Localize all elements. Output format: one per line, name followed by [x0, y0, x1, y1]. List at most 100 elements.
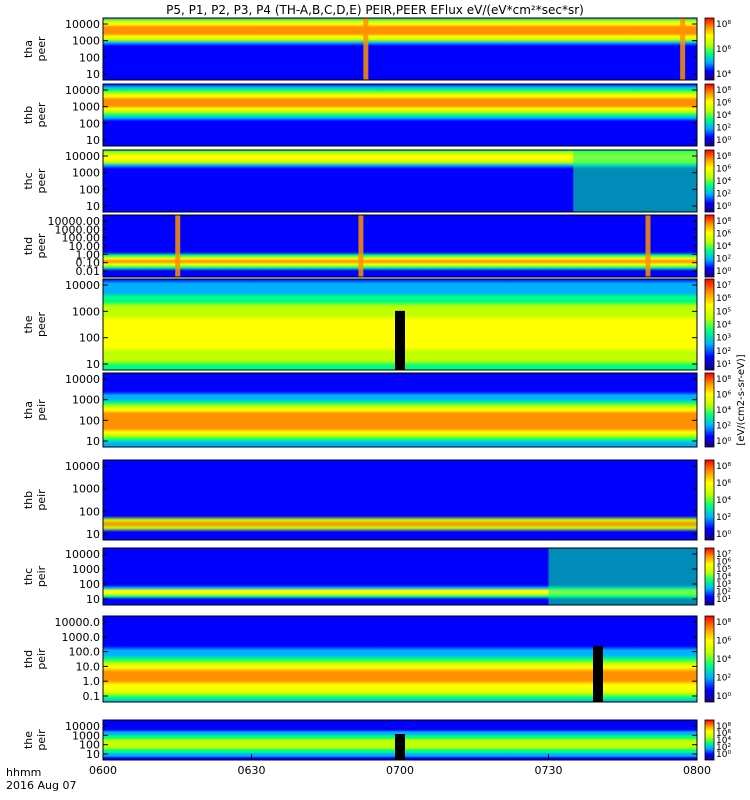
ytick-label-6-0: 10000	[65, 460, 100, 473]
spectrogram-panel-1	[103, 84, 697, 146]
ytick-label-0-0: 10000	[65, 18, 100, 31]
panel-frame-7	[102, 547, 698, 606]
cbar-tick-5-4: 10⁰	[716, 437, 731, 447]
ylabel-line1-8: thd	[22, 650, 35, 668]
cbar-tick-4-2: 10⁵	[716, 307, 731, 317]
ytick-label-0-2: 100	[79, 51, 100, 64]
spike-0-1	[680, 18, 686, 80]
ylabel-line1-4: the	[22, 315, 35, 333]
ytick-label-5-0: 10000	[65, 373, 100, 386]
panel-frame-5	[102, 372, 698, 448]
cbar-tick-7-2: 10⁵	[716, 565, 731, 575]
ytick-label-8-0: 10000.0	[55, 616, 101, 629]
cbar-tick-4-3: 10⁴	[716, 321, 731, 331]
panel-2: 10000 1000 100 10 thc peer 10⁸ 10⁶ 10⁴ 10² 10⁰	[22, 149, 731, 213]
cbar-tick-5-2: 10⁴	[716, 406, 731, 416]
colorbar-7	[704, 547, 715, 606]
ylabel-line2-4: peer	[35, 312, 48, 338]
cbar-tick-3-4: 10⁰	[716, 267, 731, 277]
ytick-label-5-2: 100	[79, 414, 100, 427]
cbar-tick-9-4: 10⁰	[716, 750, 731, 760]
ytick-label-8-3: 10.0	[76, 660, 101, 673]
spike-3-0	[175, 215, 181, 277]
ytick-label-7-3: 10	[86, 593, 100, 606]
ylabel-line2-3: peer	[35, 233, 48, 259]
colorbar-3	[704, 214, 715, 278]
cbar-tick-5-3: 10²	[716, 422, 731, 432]
cbar-tick-7-1: 10⁶	[716, 558, 731, 568]
ytick-label-6-3: 10	[86, 528, 100, 541]
ytick-label-1-0: 10000	[65, 84, 100, 97]
spectrogram-panel-0	[103, 18, 697, 80]
ytick-label-8-1: 1000.0	[62, 631, 101, 644]
colorbar-5	[704, 372, 715, 448]
colorbar-8	[704, 615, 715, 703]
ytick-label-9-3: 10	[86, 748, 100, 761]
ylabel-line1-0: tha	[22, 40, 35, 58]
ytick-label-2-1: 1000	[72, 167, 100, 180]
ytick-label-6-2: 100	[79, 505, 100, 518]
colorbar-9	[704, 719, 715, 761]
band-fade-7	[548, 548, 697, 605]
cbar-tick-0-1: 10⁶	[716, 45, 731, 55]
ylabel-line1-6: thb	[22, 491, 35, 509]
ylabel-line2-1: peer	[35, 102, 48, 128]
cbar-tick-6-3: 10²	[716, 513, 731, 523]
spectrogram-panel-8	[103, 616, 697, 702]
ylabel-line1-3: thd	[22, 237, 35, 255]
ytick-label-3-0: 10000.00	[48, 215, 101, 228]
ytick-label-9-2: 100	[79, 739, 100, 752]
cbar-tick-6-0: 10⁸	[716, 462, 731, 472]
ytick-label-8-2: 100.0	[69, 646, 101, 659]
ytick-label-5-3: 10	[86, 435, 100, 448]
cbar-tick-1-2: 10⁴	[716, 111, 731, 121]
spike-3-1	[358, 215, 364, 277]
ytick-label-3-6: 0.01	[76, 265, 101, 278]
band-fade-2	[573, 150, 697, 212]
colorbar-0	[704, 17, 715, 81]
ylabel-line1-5: tha	[22, 401, 35, 419]
cbar-tick-9-0: 10⁸	[716, 722, 731, 732]
xtick-label-2: 0700	[386, 764, 414, 777]
cbar-tick-8-4: 10⁰	[716, 692, 731, 702]
ytick-label-2-2: 100	[79, 183, 100, 196]
cbar-tick-1-0: 10⁸	[716, 86, 731, 96]
cbar-tick-9-3: 10²	[716, 743, 731, 753]
cbar-tick-0-2: 10⁴	[716, 70, 731, 80]
ytick-label-1-2: 100	[79, 117, 100, 130]
x-axis: 0600 0630 0700 0730 0800	[89, 754, 711, 777]
ylabel-line1-1: thb	[22, 106, 35, 124]
ytick-label-8-5: 0.1	[83, 690, 101, 703]
ylabel-line1-7: thc	[22, 568, 35, 585]
panel-0: 10000 1000 100 10 tha peer 10⁸ 10⁶ 10⁴	[22, 17, 731, 81]
ylabel-line1-9: the	[22, 731, 35, 749]
cbar-tick-7-4: 10³	[716, 580, 731, 590]
cbar-tick-6-2: 10⁴	[716, 496, 731, 506]
ytick-label-1-1: 1000	[72, 101, 100, 114]
cbar-tick-1-1: 10⁶	[716, 99, 731, 109]
cbar-tick-4-6: 10¹	[716, 360, 731, 370]
data-gap-9	[395, 734, 405, 760]
ytick-label-4-2: 100	[79, 332, 100, 345]
cbar-tick-1-4: 10⁰	[716, 136, 731, 146]
ytick-label-5-1: 1000	[72, 394, 100, 407]
colorbar-6	[704, 459, 715, 541]
cbar-tick-8-1: 10⁶	[716, 637, 731, 647]
data-gap-4	[395, 310, 405, 370]
cbar-tick-9-1: 10⁶	[716, 729, 731, 739]
panel-frame-8	[102, 615, 698, 703]
xtick-label-4: 0800	[683, 764, 711, 777]
ylabel-line2-7: peir	[35, 565, 48, 587]
cbar-tick-7-3: 10⁴	[716, 573, 731, 583]
ytick-label-7-0: 10000	[65, 548, 100, 561]
cbar-tick-4-1: 10⁶	[716, 294, 731, 304]
spike-3-2	[645, 215, 651, 277]
cbar-tick-7-0: 10⁷	[716, 550, 731, 560]
data-gap-8	[593, 646, 603, 702]
panel-frame-0	[102, 17, 698, 81]
cbar-tick-8-0: 10⁸	[716, 618, 731, 628]
cbar-tick-3-1: 10⁶	[716, 230, 731, 240]
ytick-label-2-0: 10000	[65, 150, 100, 163]
